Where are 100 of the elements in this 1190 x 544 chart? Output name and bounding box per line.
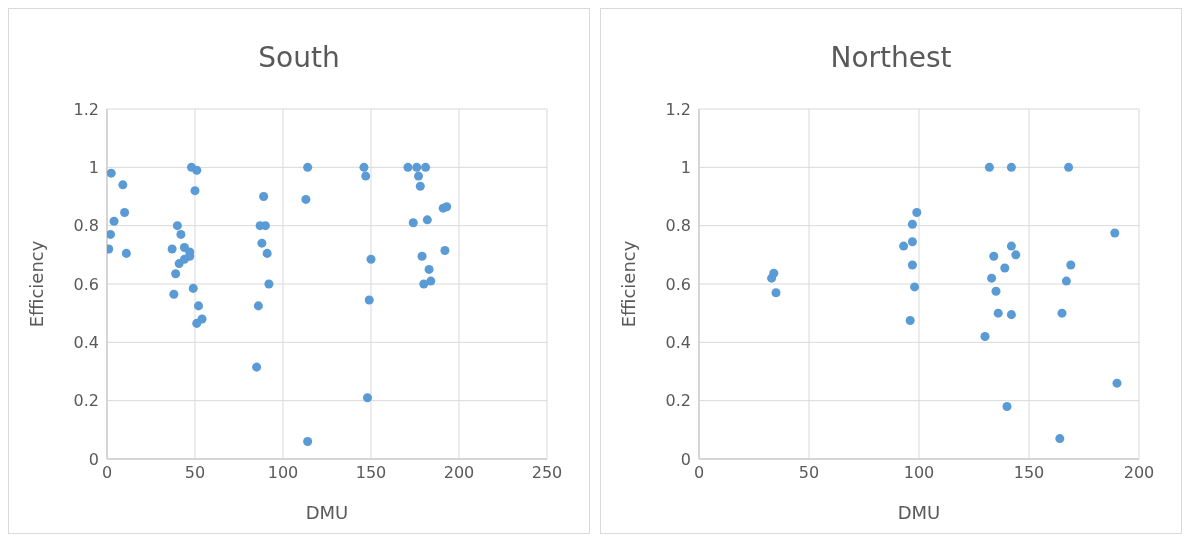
x-tick-label: 150 <box>1013 463 1045 483</box>
point <box>421 162 431 172</box>
point <box>907 219 917 229</box>
point <box>259 191 269 202</box>
point <box>1055 434 1065 444</box>
point <box>984 162 994 172</box>
point <box>907 237 917 247</box>
y-tick-label: 0.6 <box>665 274 691 294</box>
point <box>366 254 376 264</box>
point <box>415 181 425 191</box>
point <box>190 186 200 196</box>
point <box>910 282 920 292</box>
point <box>419 279 429 289</box>
point <box>192 318 202 328</box>
y-tick-label: 1.2 <box>73 99 99 119</box>
point <box>1006 310 1016 320</box>
point <box>987 273 997 283</box>
point <box>907 260 917 270</box>
point <box>176 229 186 239</box>
point <box>1110 228 1120 238</box>
point <box>991 286 1001 296</box>
point <box>1066 260 1076 270</box>
point <box>993 308 1003 318</box>
point <box>1006 241 1016 251</box>
x-tick-label: 50 <box>798 463 820 483</box>
point <box>301 194 311 204</box>
y-tick-label: 0.2 <box>73 391 99 411</box>
point <box>109 216 119 226</box>
point <box>1000 263 1010 273</box>
point <box>1002 401 1012 412</box>
point <box>194 301 204 311</box>
point <box>767 273 777 283</box>
point <box>414 171 424 181</box>
y-axis-title: Efficiency <box>26 240 48 328</box>
point <box>438 203 448 213</box>
point <box>188 283 198 293</box>
x-tick-label: 200 <box>1123 463 1155 483</box>
point <box>403 162 413 172</box>
point <box>107 168 116 178</box>
chart-title: South <box>257 41 341 74</box>
point <box>362 393 372 403</box>
y-tick-label: 0.8 <box>73 216 99 236</box>
x-axis-title: DMU <box>305 502 349 523</box>
y-tick-label: 0.8 <box>665 216 691 236</box>
point <box>1057 308 1067 318</box>
point <box>1006 162 1016 172</box>
point <box>1011 250 1021 260</box>
x-tick-label: 250 <box>531 463 563 483</box>
point <box>905 315 915 325</box>
y-tick-label: 1.2 <box>665 99 691 119</box>
y-tick-label: 0 <box>88 449 99 469</box>
y-tick-label: 0 <box>680 449 691 469</box>
y-tick-label: 1 <box>680 158 691 178</box>
point <box>192 165 202 175</box>
x-tick-label: 150 <box>355 463 387 483</box>
point <box>171 269 181 279</box>
point <box>107 229 116 239</box>
y-tick-label: 1 <box>88 158 99 178</box>
x-tick-label: 50 <box>184 463 206 483</box>
point <box>440 245 450 255</box>
point <box>989 251 999 261</box>
x-tick-label: 0 <box>101 463 113 483</box>
point <box>303 162 313 172</box>
point <box>1061 276 1071 286</box>
y-tick-label: 0.6 <box>73 274 99 294</box>
point <box>264 279 274 289</box>
point <box>417 251 427 261</box>
point <box>121 248 131 258</box>
point <box>980 331 990 342</box>
point <box>424 264 434 274</box>
point <box>172 221 182 231</box>
point <box>120 208 130 218</box>
point <box>118 180 128 190</box>
point <box>169 289 179 299</box>
x-tick-label: 100 <box>267 463 299 483</box>
y-tick-label: 0.2 <box>665 391 691 411</box>
point <box>167 244 177 254</box>
point <box>364 295 374 305</box>
point <box>262 248 272 258</box>
point <box>912 208 922 218</box>
x-tick-label: 0 <box>693 463 705 483</box>
x-axis-title: DMU <box>897 502 941 523</box>
point <box>408 218 418 228</box>
point <box>174 259 184 269</box>
x-tick-label: 200 <box>443 463 475 483</box>
point <box>412 162 422 172</box>
x-tick-label: 100 <box>903 463 935 483</box>
point <box>422 215 432 225</box>
point <box>1064 162 1074 172</box>
point <box>359 162 369 172</box>
point <box>253 301 263 311</box>
point <box>252 362 262 372</box>
chart-title: Northest <box>829 41 953 74</box>
point <box>257 238 267 248</box>
point <box>303 436 313 447</box>
point <box>361 171 371 181</box>
y-tick-label: 0.4 <box>665 333 691 353</box>
point <box>1112 378 1122 388</box>
point <box>899 241 909 251</box>
y-tick-label: 0.4 <box>73 333 99 353</box>
